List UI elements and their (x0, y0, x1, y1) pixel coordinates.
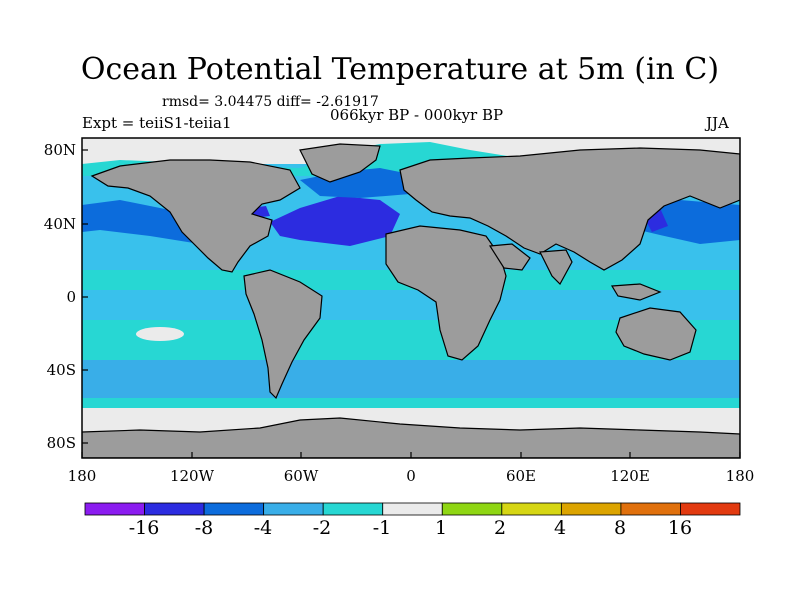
north-atlantic-very-cold-region (270, 196, 400, 246)
land-masses (82, 143, 740, 458)
north-america (90, 159, 301, 273)
map-plot-area (82, 138, 740, 458)
season-label: JJA (706, 114, 729, 132)
colorbar-label: -1 (373, 517, 392, 539)
colorbar-swatch (382, 502, 443, 516)
australia (615, 307, 697, 361)
y-tick-label: 40N (44, 215, 76, 233)
y-tick-label: 0 (66, 288, 76, 306)
x-tick-label: 180 (726, 467, 755, 485)
x-tick-label: 120E (610, 467, 650, 485)
colorbar-swatch (203, 502, 265, 516)
colorbar-swatch (322, 502, 384, 516)
colorbar-swatch (144, 502, 205, 516)
colorbar-swatch (84, 502, 145, 516)
southern-ocean-cyan (82, 398, 740, 408)
x-tick-label: 60W (284, 467, 319, 485)
colorbar-swatch (620, 502, 681, 516)
colorbar-swatch (680, 502, 741, 516)
colorbar-swatch (501, 502, 562, 516)
x-tick-label: 60E (506, 467, 536, 485)
x-tick-label: 180 (68, 467, 97, 485)
colorbar-swatch (263, 502, 324, 516)
south-america (243, 269, 323, 400)
colorbar-label: -4 (254, 517, 273, 539)
x-tick-labels: 180 120W 60W 0 60E 120E 180 (68, 467, 755, 485)
x-tick-label: 0 (406, 467, 416, 485)
colorbar-label: 4 (554, 517, 566, 539)
y-tick-label: 80S (47, 434, 76, 452)
south-pacific-near-zero-patch (136, 327, 184, 341)
y-tick-label: 40S (47, 361, 76, 379)
greenland (299, 143, 381, 183)
indian-subcontinent (539, 249, 573, 285)
map-title: Ocean Potential Temperature at 5m (in C) (80, 52, 720, 87)
rmsd-diff-stats: rmsd= 3.04475 diff= -2.61917 (162, 94, 379, 110)
colorbar-label: 16 (668, 517, 692, 539)
colorbar-label: -2 (313, 517, 332, 539)
colorbar-label: -8 (195, 517, 214, 539)
colorbar-label: 8 (614, 517, 626, 539)
colorbar-label: 2 (494, 517, 506, 539)
x-tick-label: 120W (170, 467, 215, 485)
arabian-peninsula (488, 243, 531, 271)
axis-tick-marks (81, 149, 741, 458)
colorbar-swatch (560, 502, 622, 516)
antarctica (82, 417, 740, 458)
colorbar-label: 1 (435, 517, 447, 539)
y-tick-labels: 80N 40N 0 40S 80S (44, 141, 76, 452)
colorbar-swatch (441, 502, 503, 516)
colorbar-label: -16 (129, 517, 160, 539)
colorbar-labels: -16 -8 -4 -2 -1 1 2 4 8 16 (129, 517, 692, 539)
experiment-label: Expt = teiiS1-teiia1 (82, 114, 232, 132)
southern-blue-band (82, 360, 740, 398)
africa (385, 225, 507, 361)
maritime-continent (610, 283, 662, 301)
y-tick-label: 80N (44, 141, 76, 159)
colorbar (84, 502, 741, 516)
eurasia (399, 147, 740, 271)
period-label: 066kyr BP - 000kyr BP (330, 106, 504, 124)
